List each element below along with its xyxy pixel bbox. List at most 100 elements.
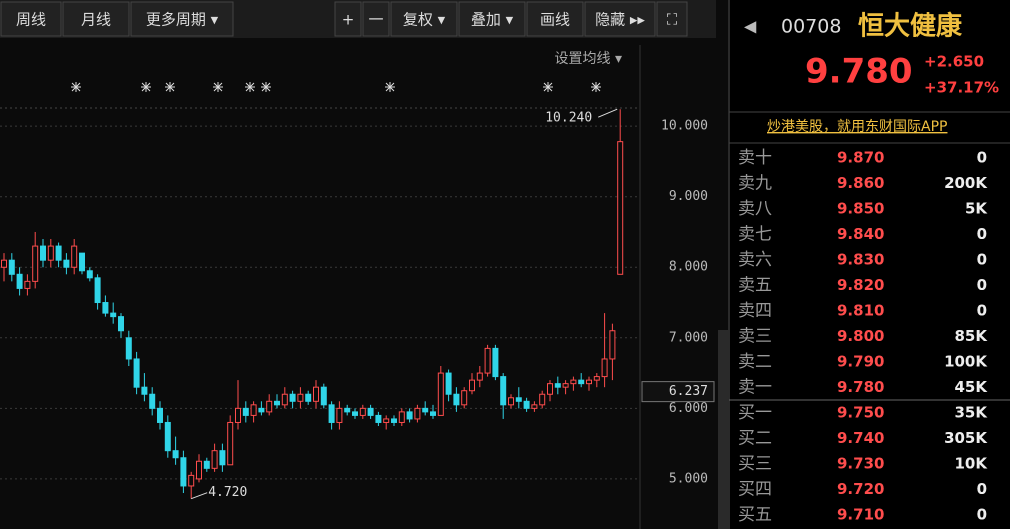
candle-body (515, 397, 522, 402)
toolbar-label[interactable]: 叠加 ▾ (471, 11, 514, 29)
toolbar-button[interactable] (656, 1, 688, 37)
candle-body (391, 418, 397, 423)
toolbar-label[interactable]: 一 (368, 11, 383, 29)
candle-body (469, 379, 475, 392)
level-price: 9.740 (837, 429, 884, 447)
candle-body (118, 316, 124, 332)
ma-setting[interactable]: 设置均线 ▾ (555, 51, 622, 67)
level-label: 卖三 (738, 327, 772, 347)
candle-body (266, 400, 273, 413)
toolbar-button[interactable] (526, 1, 584, 37)
candle-body (547, 383, 553, 395)
back-arrow[interactable]: ◀ (744, 17, 757, 36)
candle-body (320, 386, 327, 406)
cursor-box (641, 381, 715, 403)
toolbar-label[interactable]: 画线 (540, 11, 570, 29)
toolbar-label[interactable]: 隐藏 ▸▸ (595, 11, 645, 29)
level-label: 卖七 (738, 225, 772, 245)
y-tick-label: 7.000 (669, 330, 708, 345)
candle-body (219, 450, 226, 466)
candle-body (297, 393, 304, 402)
candle-body (188, 474, 195, 487)
level-price: 9.820 (837, 276, 884, 294)
candle-body (110, 312, 117, 318)
candle-body (586, 379, 592, 385)
level-price: 9.750 (837, 404, 884, 422)
level-price: 9.860 (837, 174, 884, 192)
toolbar-label[interactable]: 更多周期 ▾ (146, 11, 219, 29)
level-label: 卖九 (738, 174, 772, 194)
candle-body (554, 383, 561, 388)
level-volume: 45K (955, 378, 989, 396)
level-volume: 85K (955, 327, 989, 345)
toolbar-label[interactable]: + (342, 11, 355, 29)
level-price: 9.870 (837, 149, 884, 167)
toolbar-label[interactable]: 月线 (81, 11, 111, 29)
candle-body (227, 421, 234, 466)
candle-body (539, 393, 546, 406)
toolbar-label[interactable]: 周线 (16, 11, 46, 29)
level-price: 9.730 (837, 455, 884, 473)
level-volume: 0 (977, 302, 987, 320)
event-marker (165, 82, 175, 92)
candle-body (281, 393, 288, 406)
candle-body (79, 252, 85, 272)
level-volume: 100K (944, 353, 988, 371)
toolbar-button[interactable] (362, 1, 390, 37)
toolbar-button[interactable] (0, 1, 62, 37)
level-price: 9.790 (837, 353, 884, 371)
candle-body (125, 337, 132, 360)
candle-body (289, 393, 296, 402)
candle-body (86, 270, 93, 279)
level-price: 9.780 (837, 378, 884, 396)
toolbar-button[interactable] (334, 1, 362, 37)
event-marker (385, 82, 395, 92)
toolbar-label[interactable]: ⛶ (667, 11, 678, 29)
stock-code: 00708 (781, 16, 841, 38)
candle-body (63, 259, 70, 268)
level-price: 9.840 (837, 225, 884, 243)
candle-body (55, 245, 62, 261)
candle-body (437, 372, 444, 416)
candle-body (235, 407, 241, 423)
toolbar-label[interactable]: 复权 ▾ (403, 11, 446, 29)
level-volume: 0 (977, 251, 987, 269)
level-volume: 0 (977, 225, 987, 243)
candle-body (375, 414, 382, 423)
candle-body (492, 347, 499, 378)
level-price: 9.800 (837, 327, 884, 345)
level-volume: 0 (977, 276, 987, 294)
toolbar-button[interactable] (130, 1, 234, 37)
banner[interactable]: 炒港美股，就用东财国际APP (767, 119, 947, 135)
level-volume: 200K (944, 174, 988, 192)
candle-body (313, 386, 319, 402)
candle-body (242, 407, 249, 416)
level-price: 9.710 (837, 506, 884, 524)
candle-body (476, 372, 483, 381)
change: +2.650 (924, 53, 984, 71)
candle-body (1, 259, 7, 268)
candle-body (398, 411, 405, 423)
candle-body (461, 390, 468, 406)
candle-body (500, 376, 507, 406)
y-tick-label: 9.000 (669, 189, 708, 204)
toolbar-button[interactable] (62, 1, 130, 37)
candle-body (344, 407, 351, 413)
level-price: 9.850 (837, 200, 884, 218)
candle-body (211, 450, 218, 469)
candle-body (578, 379, 585, 385)
toolbar-button[interactable] (390, 1, 458, 37)
candle-body (141, 386, 148, 395)
event-marker (245, 82, 255, 92)
candle-body (196, 460, 202, 480)
candle-body (203, 460, 210, 469)
candle-body (484, 347, 491, 374)
candle-body (71, 245, 78, 268)
toolbar-button[interactable] (458, 1, 526, 37)
candle-body (94, 277, 101, 304)
level-label: 卖八 (738, 199, 772, 219)
candle-body (617, 141, 624, 275)
scrollbar[interactable] (718, 330, 728, 529)
toolbar-button[interactable] (584, 1, 656, 37)
event-marker (141, 82, 151, 92)
